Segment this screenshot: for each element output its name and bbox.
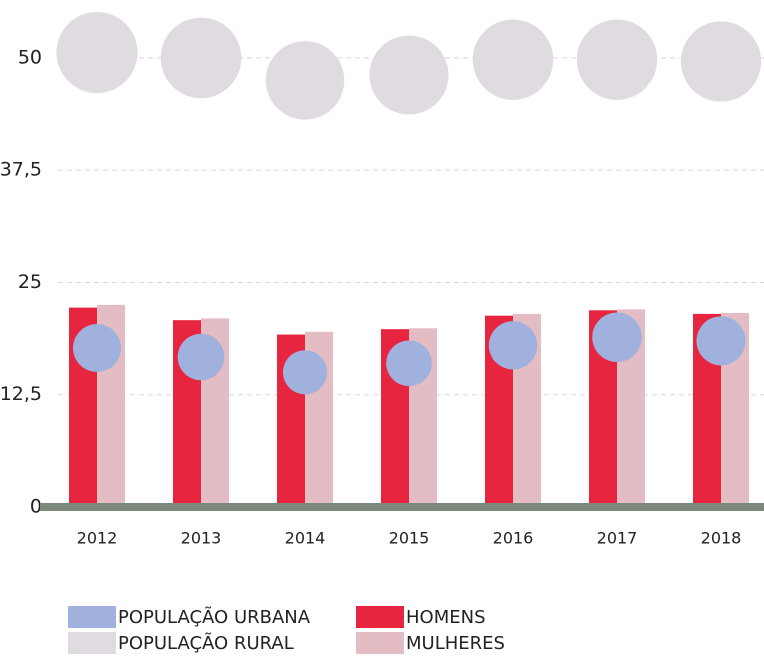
- y-tick-label: 37,5: [0, 159, 42, 181]
- legend-label: POPULAÇÃO RURAL: [118, 632, 294, 654]
- y-tick-label: 0: [30, 496, 42, 518]
- y-tick-label: 50: [18, 46, 42, 68]
- y-tick-label: 12,5: [0, 383, 42, 405]
- x-tick-label: 2017: [597, 529, 638, 548]
- bubble: [696, 316, 746, 366]
- x-tick-label: 2014: [285, 529, 326, 548]
- x-tick-label: 2018: [701, 529, 742, 548]
- x-tick-label: 2013: [181, 529, 222, 548]
- legend-swatch: [356, 606, 404, 628]
- bubble: [369, 35, 449, 115]
- bubble: [282, 350, 328, 395]
- x-tick-label: 2012: [77, 529, 118, 548]
- bubble: [472, 19, 554, 100]
- bubble: [592, 312, 642, 363]
- y-tick-label: 25: [18, 271, 42, 293]
- legend-swatch: [356, 632, 404, 654]
- legend-label: POPULAÇÃO URBANA: [118, 606, 311, 628]
- legend-label: MULHERES: [406, 633, 505, 654]
- legend-label: HOMENS: [406, 607, 486, 628]
- bubble: [576, 19, 658, 100]
- x-tick-label: 2016: [493, 529, 534, 548]
- x-tick-label: 2015: [389, 529, 430, 548]
- bubble: [160, 17, 242, 99]
- legend-swatch: [68, 632, 116, 654]
- bubble: [177, 333, 225, 381]
- bubble: [680, 21, 762, 102]
- legend-swatch: [68, 606, 116, 628]
- bubble: [56, 11, 138, 94]
- bubble: [488, 321, 538, 370]
- bubble: [73, 324, 121, 373]
- baseline: [40, 503, 764, 511]
- bubble: [265, 41, 345, 120]
- bubble: [386, 340, 432, 387]
